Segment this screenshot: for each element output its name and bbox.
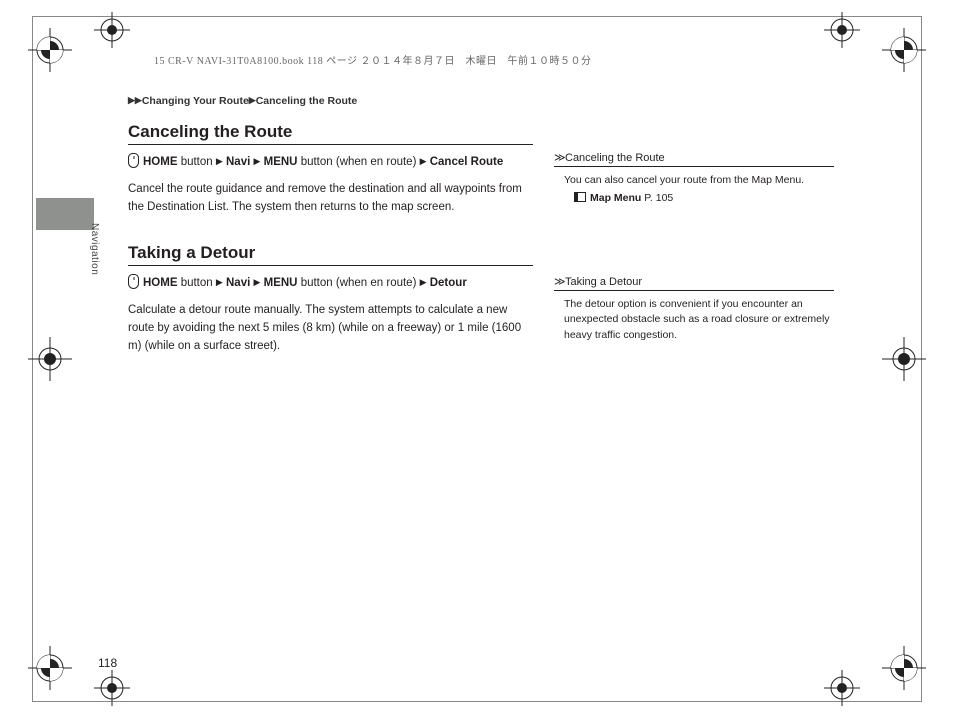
path-text: button: [178, 277, 216, 289]
registration-mark-icon: [882, 646, 926, 690]
nav-path: HOME button ▶ Navi ▶ MENU button (when e…: [128, 153, 533, 171]
path-menu: MENU: [264, 277, 298, 289]
breadcrumb-part: Canceling the Route: [256, 95, 358, 107]
path-text: button: [178, 156, 216, 168]
ref-label: Map Menu: [590, 192, 641, 204]
book-icon: [574, 192, 586, 202]
sidebar-body: You can also cancel your route from the …: [554, 173, 834, 207]
path-end: Detour: [430, 277, 467, 289]
triangle-icon: ▶: [420, 155, 427, 169]
path-home: HOME: [143, 277, 178, 289]
sidebar-heading: ≫Canceling the Route: [554, 151, 834, 167]
path-navi: Navi: [226, 277, 250, 289]
triangle-icon: ▶▶: [128, 95, 142, 106]
crop-target-icon: [824, 670, 860, 706]
crop-target-icon: [94, 670, 130, 706]
cross-reference: Map Menu P. 105: [564, 191, 834, 207]
chevron-icon: ≫: [554, 151, 565, 164]
nav-path: HOME button ▶ Navi ▶ MENU button (when e…: [128, 274, 533, 292]
path-text: button (when en route): [298, 156, 420, 168]
sidebar-head-text: Taking a Detour: [565, 276, 642, 288]
sidebar-text: The detour option is convenient if you e…: [564, 298, 830, 342]
page-number: 118: [98, 656, 117, 670]
chevron-icon: ≫: [554, 275, 565, 288]
registration-mark-icon: [28, 337, 72, 381]
crop-target-icon: [94, 12, 130, 48]
path-home: HOME: [143, 156, 178, 168]
path-menu: MENU: [264, 156, 298, 168]
triangle-icon: ▶: [254, 155, 261, 169]
section-label: Navigation: [89, 223, 100, 275]
main-column: Canceling the Route HOME button ▶ Navi ▶…: [128, 122, 533, 380]
triangle-icon: ▶: [254, 276, 261, 290]
heading-canceling-route: Canceling the Route: [128, 122, 533, 145]
registration-mark-icon: [28, 28, 72, 72]
path-navi: Navi: [226, 156, 250, 168]
registration-mark-icon: [882, 28, 926, 72]
triangle-icon: ▶: [216, 276, 223, 290]
registration-mark-icon: [28, 646, 72, 690]
ref-page: P. 105: [644, 192, 673, 204]
sidebar-heading: ≫Taking a Detour: [554, 275, 834, 291]
crop-target-icon: [824, 12, 860, 48]
sidebar-text: You can also cancel your route from the …: [564, 173, 834, 189]
triangle-icon: ▶: [249, 95, 256, 106]
sidebar-body: The detour option is convenient if you e…: [554, 297, 834, 344]
breadcrumb-part: Changing Your Route: [142, 95, 249, 107]
path-text: button (when en route): [298, 277, 420, 289]
sidebar-head-text: Canceling the Route: [565, 152, 665, 164]
breadcrumb: ▶▶Changing Your Route▶Canceling the Rout…: [128, 95, 357, 107]
triangle-icon: ▶: [420, 276, 427, 290]
body-text: Cancel the route guidance and remove the…: [128, 181, 533, 217]
mouse-icon: [128, 153, 139, 168]
sidebar-column: ≫Canceling the Route You can also cancel…: [554, 151, 834, 412]
body-text: Calculate a detour route manually. The s…: [128, 302, 533, 355]
registration-mark-icon: [882, 337, 926, 381]
path-end: Cancel Route: [430, 156, 504, 168]
triangle-icon: ▶: [216, 155, 223, 169]
heading-taking-detour: Taking a Detour: [128, 243, 533, 266]
mouse-icon: [128, 274, 139, 289]
print-header-text: 15 CR-V NAVI-31T0A8100.book 118 ページ ２０１４…: [154, 52, 592, 67]
thumb-tab: [36, 198, 94, 230]
